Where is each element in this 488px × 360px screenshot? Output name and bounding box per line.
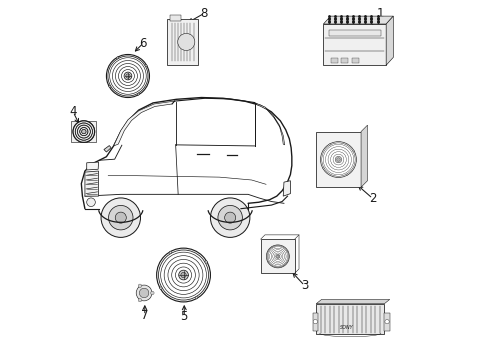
Polygon shape xyxy=(254,103,284,145)
Circle shape xyxy=(138,284,142,288)
Circle shape xyxy=(204,261,207,263)
Circle shape xyxy=(266,245,289,268)
Circle shape xyxy=(384,319,388,324)
Circle shape xyxy=(224,212,235,223)
Polygon shape xyxy=(85,171,99,196)
Circle shape xyxy=(108,56,148,96)
Text: 5: 5 xyxy=(180,310,187,324)
Circle shape xyxy=(322,167,324,169)
Circle shape xyxy=(336,158,340,161)
Bar xyxy=(384,313,389,330)
Polygon shape xyxy=(86,162,99,170)
Circle shape xyxy=(181,273,186,278)
Circle shape xyxy=(286,250,287,251)
Bar xyxy=(170,15,181,22)
Polygon shape xyxy=(360,125,367,187)
Circle shape xyxy=(178,270,188,280)
Bar xyxy=(316,304,384,334)
Bar xyxy=(323,24,386,65)
Circle shape xyxy=(137,93,139,95)
Text: 9: 9 xyxy=(372,321,380,334)
Bar xyxy=(312,313,317,330)
Polygon shape xyxy=(104,145,111,152)
Polygon shape xyxy=(283,181,290,196)
Circle shape xyxy=(138,298,142,302)
Text: 7: 7 xyxy=(141,309,148,322)
Text: 1: 1 xyxy=(376,7,383,20)
Circle shape xyxy=(73,121,94,142)
Circle shape xyxy=(108,206,133,230)
Circle shape xyxy=(106,54,149,98)
Circle shape xyxy=(101,198,140,237)
Circle shape xyxy=(320,141,356,177)
Circle shape xyxy=(218,206,242,230)
Bar xyxy=(260,239,294,273)
Text: 2: 2 xyxy=(368,192,376,205)
Circle shape xyxy=(156,248,210,302)
Circle shape xyxy=(150,291,154,295)
Bar xyxy=(351,58,359,63)
Circle shape xyxy=(312,319,317,324)
Circle shape xyxy=(158,250,208,300)
Circle shape xyxy=(346,174,347,175)
Circle shape xyxy=(115,212,126,223)
Circle shape xyxy=(321,143,354,176)
Circle shape xyxy=(267,261,268,262)
Bar xyxy=(71,121,96,142)
Circle shape xyxy=(266,246,288,267)
Circle shape xyxy=(352,150,354,152)
Polygon shape xyxy=(316,300,389,304)
Circle shape xyxy=(81,130,86,134)
Polygon shape xyxy=(113,101,174,146)
Bar xyxy=(341,58,348,63)
Bar xyxy=(330,58,337,63)
Text: 4: 4 xyxy=(69,105,77,118)
Text: 6: 6 xyxy=(140,36,147,50)
Text: 3: 3 xyxy=(301,279,308,292)
Circle shape xyxy=(86,198,95,207)
Circle shape xyxy=(139,288,148,298)
Circle shape xyxy=(109,85,111,87)
Circle shape xyxy=(169,251,171,254)
Circle shape xyxy=(335,156,341,163)
Circle shape xyxy=(178,33,194,50)
Circle shape xyxy=(276,255,279,257)
Circle shape xyxy=(136,285,152,301)
Circle shape xyxy=(275,254,279,258)
Text: 8: 8 xyxy=(200,7,207,20)
Circle shape xyxy=(124,72,132,80)
Circle shape xyxy=(160,287,162,289)
Bar xyxy=(167,19,198,65)
Polygon shape xyxy=(323,16,392,24)
Polygon shape xyxy=(386,16,392,65)
Circle shape xyxy=(125,74,130,78)
Circle shape xyxy=(210,198,249,237)
Circle shape xyxy=(328,144,330,145)
Circle shape xyxy=(145,64,147,67)
Bar xyxy=(316,132,360,187)
Circle shape xyxy=(116,57,118,59)
Circle shape xyxy=(195,296,197,299)
Text: SONY: SONY xyxy=(339,324,353,329)
Bar xyxy=(328,30,380,36)
Circle shape xyxy=(73,121,94,142)
Circle shape xyxy=(271,246,272,247)
Circle shape xyxy=(81,130,86,134)
